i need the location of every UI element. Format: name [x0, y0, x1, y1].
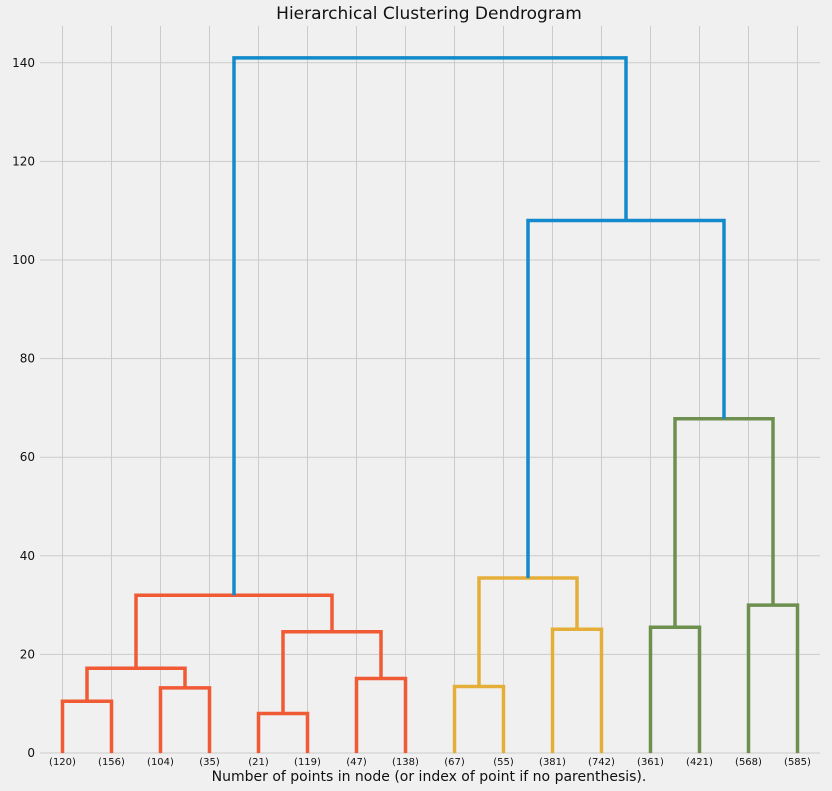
leaf-label: (138) — [392, 757, 419, 768]
leaf-label: (55) — [493, 757, 514, 768]
y-tick-label: 20 — [20, 647, 35, 661]
leaf-label: (361) — [637, 757, 664, 768]
leaf-label: (119) — [294, 757, 321, 768]
dendrogram-link — [232, 56, 628, 596]
y-tick-label: 0 — [27, 746, 35, 760]
leaf-label: (568) — [735, 757, 762, 768]
y-tick-label: 40 — [20, 549, 35, 563]
y-axis-ticks: 0 20 40 60 80 100 120 140 — [12, 56, 35, 760]
leaf-label: (742) — [588, 757, 615, 768]
y-tick-label: 100 — [12, 253, 35, 267]
leaf-label: (156) — [98, 757, 125, 768]
y-tick-label: 80 — [20, 352, 35, 366]
x-axis-leaf-labels: (120) (156) (104) (35) (21) (119) (47) (138) (67… — [49, 757, 811, 768]
leaf-label: (21) — [248, 757, 269, 768]
leaf-label: (120) — [49, 757, 76, 768]
chart-title: Hierarchical Clustering Dendrogram — [276, 4, 582, 24]
leaf-label: (585) — [784, 757, 811, 768]
leaf-label: (47) — [346, 757, 367, 768]
y-tick-label: 140 — [12, 56, 35, 70]
leaf-label: (35) — [199, 757, 220, 768]
x-axis-label: Number of points in node (or index of po… — [212, 769, 647, 785]
plot-background — [40, 26, 820, 754]
y-tick-label: 60 — [20, 450, 35, 464]
dendrogram-links — [60, 56, 800, 753]
leaf-label: (104) — [147, 757, 174, 768]
y-tick-label: 120 — [12, 154, 35, 168]
leaf-label: (421) — [686, 757, 713, 768]
leaf-label: (67) — [444, 757, 465, 768]
leaf-label: (381) — [539, 757, 566, 768]
